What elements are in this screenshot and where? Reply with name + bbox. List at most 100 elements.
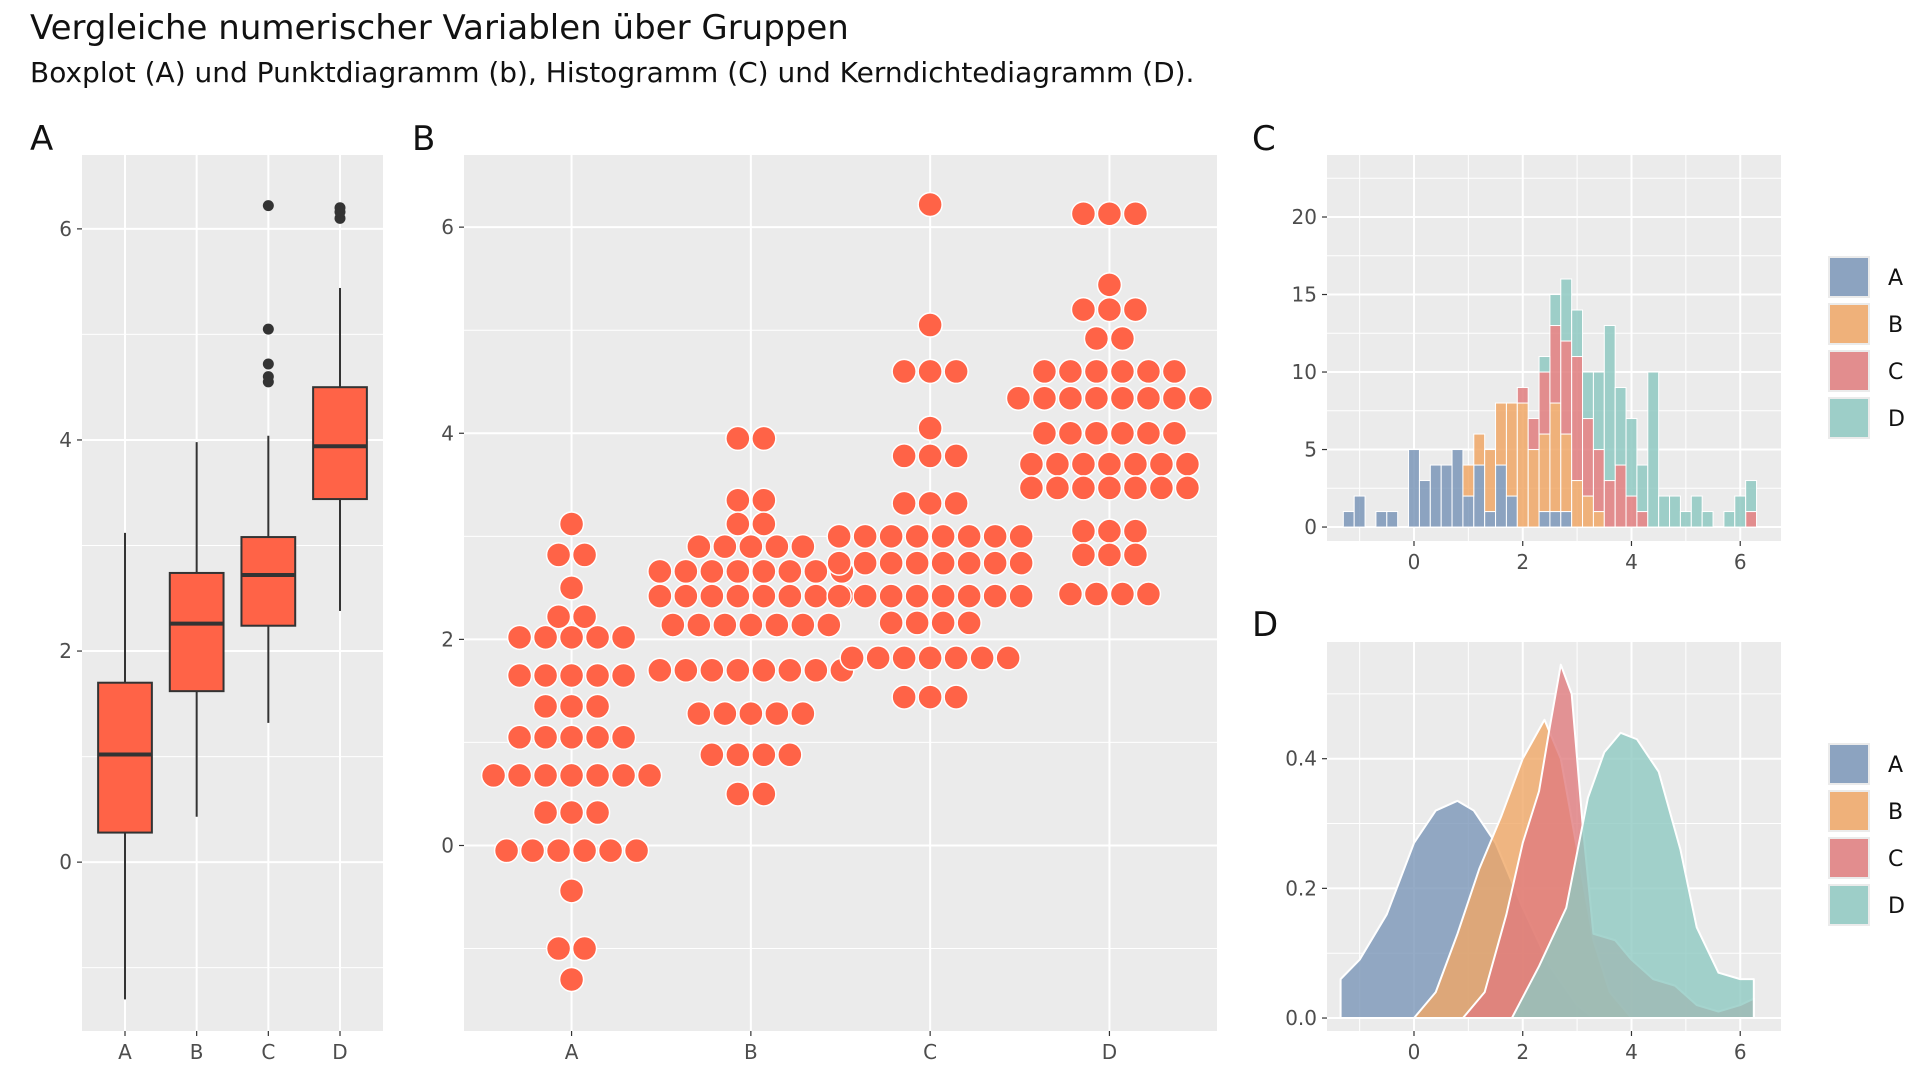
dot-point — [1005, 385, 1032, 411]
box-iqr — [240, 536, 297, 627]
dot-point — [1083, 420, 1110, 447]
dot-point — [917, 490, 943, 517]
dot-point — [673, 657, 699, 684]
dot-point — [839, 645, 865, 671]
dot-point — [751, 583, 777, 609]
hist-bar — [1745, 511, 1758, 528]
dot-point — [891, 645, 917, 671]
hist-bar — [1516, 387, 1529, 404]
dot-point — [584, 624, 611, 651]
dot-point — [956, 550, 982, 576]
dot-point — [1070, 475, 1097, 501]
dot-point — [545, 603, 572, 630]
hist-bar — [1560, 433, 1573, 513]
y-tick-label: 4 — [441, 421, 454, 445]
dot-point — [532, 799, 559, 826]
dot-point — [917, 312, 943, 338]
dot-point — [904, 550, 930, 576]
hist-bar — [1701, 511, 1714, 528]
dot-point — [1148, 451, 1175, 477]
dot-point — [1070, 542, 1097, 568]
dot-point — [558, 966, 585, 993]
hist-bar — [1549, 402, 1562, 513]
dot-point — [891, 490, 917, 517]
hist-bar — [1353, 495, 1366, 528]
hist-bar — [1582, 418, 1594, 497]
hist-bar — [1538, 371, 1551, 435]
x-tick-label: C — [923, 1040, 937, 1064]
dot-point — [532, 693, 559, 720]
legend-swatch-A — [1830, 258, 1868, 296]
dot-point — [571, 837, 598, 864]
hist-bar — [1625, 495, 1638, 528]
y-tick-label: 10 — [1292, 360, 1317, 384]
dot-group-A — [480, 511, 663, 993]
hist-bar — [1549, 511, 1562, 528]
hist-bar — [1473, 433, 1486, 466]
hist-bar — [1614, 464, 1627, 528]
hist-bar — [1723, 511, 1736, 528]
hist-bar — [1527, 449, 1540, 528]
x-tick-label: 0 — [1408, 1040, 1421, 1064]
x-tick-label: 4 — [1625, 550, 1638, 574]
dot-point — [1174, 451, 1201, 477]
y-tick-label: 20 — [1292, 205, 1317, 229]
box-B — [168, 442, 225, 817]
chart-title: Vergleiche numerischer Variablen über Gr… — [30, 8, 849, 48]
hist-bar — [1603, 325, 1616, 482]
dot-point — [1109, 420, 1136, 447]
dot-point — [1135, 581, 1162, 607]
dot-point — [725, 511, 751, 537]
dot-point — [751, 657, 777, 684]
x-tick-label: C — [261, 1040, 275, 1064]
y-tick-label: 0.4 — [1285, 747, 1317, 771]
dot-point — [764, 533, 790, 560]
dot-point — [1031, 358, 1058, 385]
y-tick-label: 0 — [1304, 515, 1317, 539]
dot-point — [1096, 518, 1123, 544]
x-tick-label: B — [744, 1040, 758, 1064]
hist-bar — [1571, 356, 1584, 482]
dot-point — [943, 490, 969, 517]
dot-point — [610, 624, 637, 651]
outlier-point — [334, 202, 346, 214]
dot-point — [738, 700, 764, 727]
hist-bar — [1571, 309, 1584, 358]
legend-label: C — [1888, 360, 1903, 385]
dot-point — [725, 657, 751, 684]
hist-bar — [1418, 480, 1431, 528]
dot-point — [1031, 385, 1058, 411]
hist-bar — [1505, 402, 1518, 497]
dot-point — [777, 558, 803, 585]
dot-group-D — [1005, 200, 1214, 607]
dot-point — [751, 425, 777, 452]
hist-bar — [1527, 418, 1540, 451]
dot-point — [917, 684, 943, 710]
x-tick-label: 6 — [1734, 1040, 1747, 1064]
dot-point — [712, 612, 738, 638]
legend-label: D — [1888, 407, 1905, 432]
dot-point — [699, 583, 725, 609]
dot-point — [1161, 385, 1188, 411]
dot-point — [1148, 475, 1175, 501]
y-tick-label: 6 — [59, 217, 72, 241]
dot-point — [943, 645, 969, 671]
dot-point — [777, 583, 803, 609]
dot-point — [558, 511, 585, 537]
hist-bar — [1636, 464, 1649, 513]
dot-point — [956, 523, 982, 550]
hist-bar — [1560, 278, 1573, 342]
dot-point — [545, 935, 572, 962]
dot-point — [584, 762, 611, 789]
dot-point — [1008, 583, 1034, 609]
dot-point — [751, 487, 777, 513]
dot-point — [1070, 200, 1097, 227]
dot-point — [519, 837, 546, 864]
dot-point — [1122, 542, 1149, 568]
y-tick-label: 2 — [441, 627, 454, 651]
dot-point — [878, 610, 904, 636]
x-tick-label: 6 — [1734, 550, 1747, 574]
